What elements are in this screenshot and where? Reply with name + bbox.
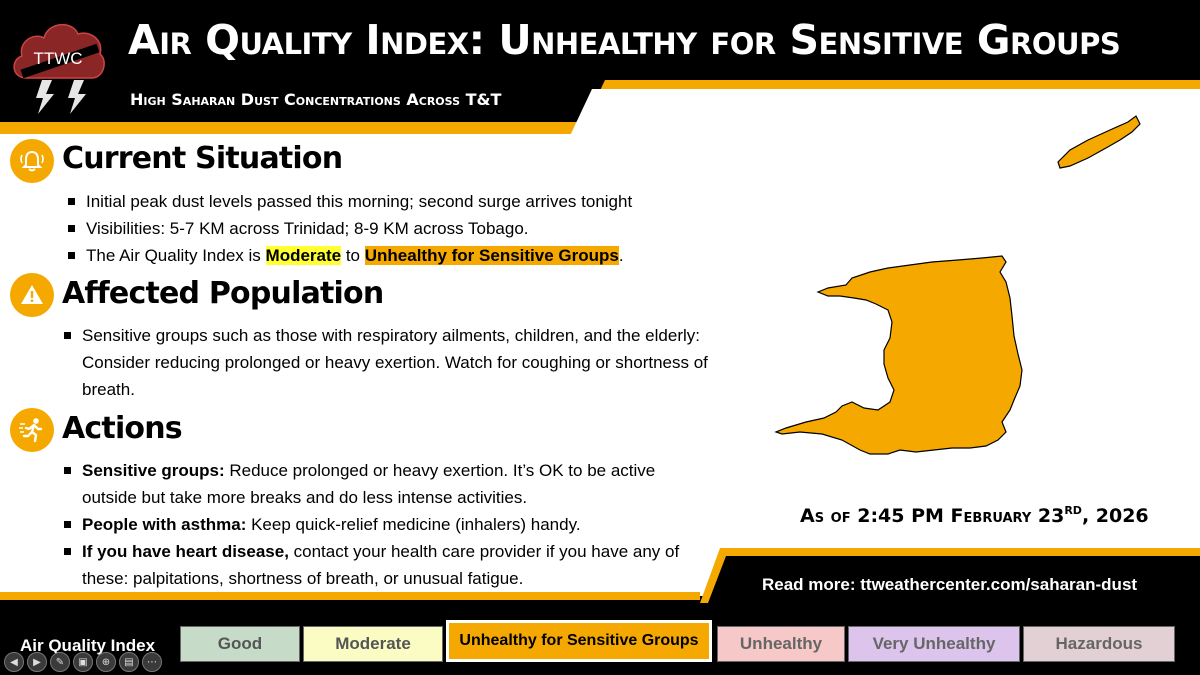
next-slide-button[interactable]: ▶: [27, 652, 47, 672]
aqi-scale-label: Air Quality Index: [20, 636, 156, 655]
aqi-level-unhealthy-for-sensitive-groups: Unhealthy for Sensitive Groups: [444, 618, 714, 664]
timestamp: As of 2:45 PM February 23RD, 2026: [800, 504, 1149, 527]
list-item: Sensitive groups such as those with resp…: [64, 322, 724, 403]
more-options-icon[interactable]: ⋯: [142, 652, 162, 672]
text: to: [341, 246, 365, 265]
section-title-actions: Actions: [62, 411, 183, 446]
slides-overview-icon[interactable]: ▣: [73, 652, 93, 672]
aqi-level-very-unhealthy: Very Unhealthy: [848, 626, 1020, 662]
page-subtitle: High Saharan Dust Concentrations Across …: [130, 90, 502, 109]
aqi-level-unhealthy: Unhealthy: [717, 626, 845, 662]
aqi-level-hazardous: Hazardous: [1023, 626, 1175, 662]
warning-icon-badge: [10, 273, 54, 317]
running-person-icon: [19, 418, 43, 443]
tobago-island: [1057, 115, 1141, 169]
zoom-icon[interactable]: ⊕: [96, 652, 116, 672]
actions-list: Sensitive groups: Reduce prolonged or he…: [64, 457, 704, 592]
text: .: [618, 246, 624, 265]
page-title: Air Quality Index: Unhealthy for Sensiti…: [128, 16, 1121, 64]
timestamp-main: As of 2:45 PM February 23: [800, 505, 1065, 527]
list-item: People with asthma: Keep quick-relief me…: [64, 511, 704, 538]
bullet-text: Keep quick-relief medicine (inhalers) ha…: [246, 515, 581, 534]
storm-cloud-icon: [13, 24, 105, 114]
affected-population-list: Sensitive groups such as those with resp…: [64, 322, 724, 403]
list-item: The Air Quality Index is Moderate to Unh…: [68, 242, 748, 269]
trinidad-tobago-map: [774, 115, 1141, 455]
list-item: Sensitive groups: Reduce prolonged or he…: [64, 457, 704, 511]
previous-slide-button[interactable]: ◀: [4, 652, 24, 672]
timestamp-sup: RD: [1064, 504, 1082, 517]
footer-stripe: [0, 592, 700, 600]
bullet-text: Reduce prolonged or heavy exertion. It’s…: [82, 461, 656, 507]
ttwc-logo: TTWC: [13, 24, 105, 114]
aqi-level-good: Good: [180, 626, 300, 662]
current-situation-list: Initial peak dust levels passed this mor…: [68, 188, 748, 269]
section-title-current: Current Situation: [62, 141, 343, 176]
text: The Air Quality Index is: [86, 246, 266, 265]
header-slant-decoration: [0, 80, 1200, 140]
section-title-affected: Affected Population: [62, 276, 384, 311]
running-icon-badge: [10, 408, 54, 452]
warning-icon: [21, 285, 43, 304]
list-item: Visibilities: 5-7 KM across Trinidad; 8-…: [68, 215, 748, 242]
pen-icon[interactable]: ✎: [50, 652, 70, 672]
read-more-banner: [700, 548, 1200, 603]
bullet-text: contact your health care provider if you…: [82, 542, 680, 588]
slideshow-controls: ◀ ▶ ✎ ▣ ⊕ ▤ ⋯: [4, 651, 162, 673]
list-item: Initial peak dust levels passed this mor…: [68, 188, 748, 215]
trinidad-island: [774, 255, 1023, 455]
bullet-lead: If you have heart disease,: [82, 542, 289, 561]
subtitles-icon[interactable]: ▤: [119, 652, 139, 672]
read-more-link[interactable]: Read more: ttweathercenter.com/saharan-d…: [762, 575, 1138, 594]
bullet-lead: Sensitive groups:: [82, 461, 225, 480]
usg-highlight: Unhealthy for Sensitive Groups: [364, 246, 619, 265]
bell-icon-badge: [10, 139, 54, 183]
moderate-highlight: Moderate: [265, 246, 342, 265]
bullet-lead: People with asthma:: [82, 515, 247, 534]
aqi-level-moderate: Moderate: [303, 626, 443, 662]
timestamp-year: , 2026: [1081, 505, 1149, 527]
list-item: If you have heart disease, contact your …: [64, 538, 704, 592]
bell-icon: [20, 150, 44, 172]
logo-text: TTWC: [33, 49, 82, 68]
